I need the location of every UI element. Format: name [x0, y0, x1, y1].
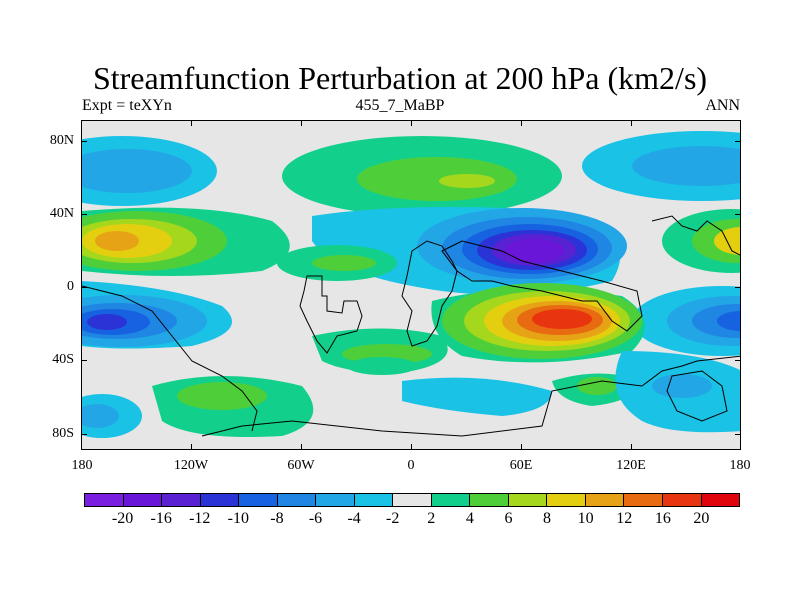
- colorbar-label: 10: [577, 510, 594, 527]
- lon-tick-top: [521, 120, 522, 126]
- colorbar: [84, 493, 740, 507]
- case-label: 455_7_MaBP: [355, 97, 445, 114]
- south-negative-west: [82, 281, 232, 349]
- lon-tick-top: [631, 120, 632, 126]
- asian-negative-center: [312, 207, 627, 295]
- colorbar-box: [162, 494, 201, 506]
- lon-tick: [631, 444, 632, 450]
- lat-label-80n: 80N: [49, 133, 74, 148]
- north-america-edge: [651, 215, 740, 256]
- map-panel: [81, 120, 741, 450]
- lat-label-40s: 40S: [52, 352, 74, 367]
- colorbar-label: -6: [308, 510, 323, 527]
- lat-tick: [81, 214, 87, 215]
- high-lat-north-negative: [82, 131, 740, 206]
- lon-tick-top: [191, 120, 192, 126]
- colorbar-box: [701, 494, 740, 506]
- colorbar-box: [277, 494, 317, 506]
- colorbar-label: 20: [693, 510, 710, 527]
- plot-title: Streamfunction Perturbation at 200 hPa (…: [92, 60, 708, 96]
- west-coast-edge: [82, 285, 258, 432]
- antarctica-outline: [201, 355, 740, 437]
- lon-label-120w: 120W: [173, 458, 209, 473]
- lat-tick: [81, 141, 87, 142]
- lat-tick-right: [735, 287, 741, 288]
- contour-map: [82, 121, 740, 449]
- south-negative-east: [632, 286, 740, 356]
- lat-label-40n: 40N: [49, 206, 74, 221]
- lat-tick-right: [735, 434, 741, 435]
- colorbar-label: 12: [616, 510, 633, 527]
- lat-label-80s: 80S: [52, 426, 74, 441]
- north-positive-ridge: [282, 136, 562, 216]
- colorbar-box: [547, 494, 586, 506]
- colorbar-box: [393, 494, 432, 506]
- lon-tick: [411, 444, 412, 450]
- lat-tick-right: [735, 360, 741, 361]
- subtropical-north-positive-west: [82, 207, 290, 276]
- lon-label-0: 0: [407, 458, 415, 473]
- south-america-outline: [299, 275, 363, 354]
- colorbar-box: [316, 494, 355, 506]
- colorbar-box: [200, 494, 240, 506]
- equatorial-positive-patches: [277, 245, 397, 281]
- colorbar-label: -2: [386, 510, 400, 527]
- lat-tick-right: [735, 141, 741, 142]
- lon-tick: [521, 444, 522, 450]
- lat-tick: [81, 360, 87, 361]
- australia-outline: [666, 370, 728, 422]
- colorbar-label: 4: [465, 510, 474, 527]
- colorbar-box: [585, 494, 625, 506]
- colorbar-box: [508, 494, 548, 506]
- south-midlat-positive: [152, 373, 642, 437]
- colorbar-box: [354, 494, 394, 506]
- colorbar-label: 2: [427, 510, 436, 527]
- lon-label-60w: 60W: [287, 458, 315, 473]
- lat-tick: [81, 434, 87, 435]
- colorbar-box: [239, 494, 278, 506]
- lon-label-180e: 180: [729, 458, 751, 473]
- colorbar-label: -8: [270, 510, 284, 527]
- colorbar-box: [431, 494, 471, 506]
- lon-label-60e: 60E: [509, 458, 533, 473]
- south-midlat-negative: [82, 351, 740, 438]
- colorbar-label: 8: [543, 510, 552, 527]
- south-atlantic-positive: [312, 328, 448, 375]
- lon-label-180w: 180: [71, 458, 93, 473]
- experiment-label: Expt = teXYn: [82, 97, 172, 114]
- colorbar-label: -4: [347, 510, 361, 527]
- colorbar-label: 16: [654, 510, 671, 527]
- lon-tick: [191, 444, 192, 450]
- africa-outline: [401, 240, 458, 347]
- colorbar-label: -10: [227, 510, 249, 527]
- colorbar-label: -20: [111, 510, 134, 527]
- lat-tick-right: [735, 214, 741, 215]
- season-label: ANN: [705, 97, 740, 114]
- colorbar-label: -12: [189, 510, 211, 527]
- colorbar-box: [123, 494, 163, 506]
- lon-label-120e: 120E: [616, 458, 646, 473]
- lat-tick: [81, 287, 87, 288]
- indian-ocean-positive-center: [431, 283, 645, 363]
- colorbar-box: [624, 494, 663, 506]
- colorbar-box: [85, 494, 124, 506]
- lon-tick-top: [411, 120, 412, 126]
- lat-label-0: 0: [67, 279, 74, 294]
- lon-tick: [301, 444, 302, 450]
- colorbar-box: [470, 494, 509, 506]
- colorbar-label: -16: [150, 510, 172, 527]
- asia-outline: [441, 240, 643, 332]
- colorbar-label: 6: [504, 510, 513, 527]
- lon-tick-top: [301, 120, 302, 126]
- colorbar-box: [662, 494, 702, 506]
- coastline-outlines: [82, 215, 740, 437]
